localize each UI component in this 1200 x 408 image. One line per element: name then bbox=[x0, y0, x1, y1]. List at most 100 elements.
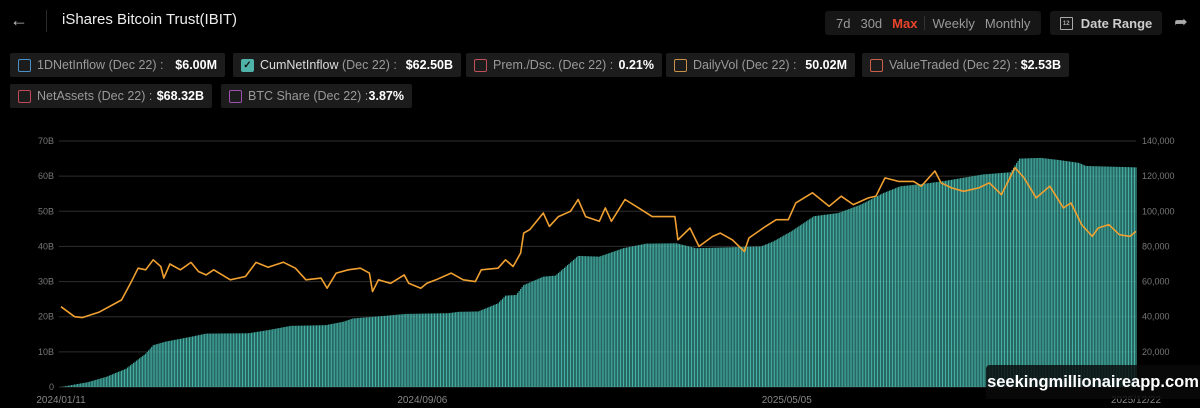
cum-inflow-bar bbox=[550, 275, 552, 387]
cum-inflow-bar bbox=[331, 323, 333, 387]
checkbox-icon[interactable] bbox=[674, 58, 687, 72]
cum-inflow-bar bbox=[975, 175, 977, 387]
cum-inflow-bar bbox=[294, 325, 296, 387]
cum-inflow-bar bbox=[486, 307, 488, 387]
cum-inflow-bar bbox=[976, 175, 978, 387]
metric-chip-cumnetinflow[interactable]: ✓ CumNetInflow (Dec 22) : $62.50B bbox=[233, 53, 461, 77]
cum-inflow-bar bbox=[896, 187, 898, 387]
cum-inflow-bar bbox=[754, 246, 756, 387]
back-button[interactable]: ← bbox=[8, 8, 30, 32]
cum-inflow-bar bbox=[93, 380, 95, 387]
cum-inflow-bar bbox=[659, 243, 661, 387]
cum-inflow-bar bbox=[660, 243, 662, 387]
cum-inflow-bar bbox=[341, 321, 343, 387]
cum-inflow-bar bbox=[677, 243, 679, 387]
cum-inflow-bar bbox=[598, 256, 600, 387]
cum-inflow-bar bbox=[586, 256, 588, 387]
left-axis-tick: 50B bbox=[38, 206, 54, 216]
checkbox-icon[interactable] bbox=[18, 89, 31, 103]
cum-inflow-bar bbox=[931, 182, 933, 387]
cum-inflow-bar bbox=[72, 384, 74, 387]
cum-inflow-bar bbox=[1044, 158, 1046, 387]
metric-chip-netassets[interactable]: NetAssets (Dec 22) : $68.32B bbox=[10, 84, 212, 108]
cum-inflow-bar bbox=[284, 326, 286, 387]
cum-inflow-bar bbox=[125, 368, 127, 387]
checkbox-icon[interactable] bbox=[229, 89, 242, 103]
x-axis-tick: 2024/09/06 bbox=[397, 395, 447, 406]
checkbox-icon[interactable] bbox=[18, 58, 31, 72]
cum-inflow-bar bbox=[638, 245, 640, 387]
checkbox-icon[interactable] bbox=[474, 58, 487, 72]
cum-inflow-bar bbox=[520, 289, 522, 387]
metric-chip-dailyvol[interactable]: DailyVol (Dec 22) : 50.02M bbox=[666, 53, 855, 77]
cum-inflow-bar bbox=[244, 333, 247, 387]
cum-inflow-bar bbox=[287, 326, 289, 387]
cum-inflow-bar bbox=[421, 313, 423, 387]
cum-inflow-bar bbox=[201, 334, 203, 387]
range-weekly[interactable]: Weekly bbox=[932, 15, 975, 31]
cum-inflow-bar bbox=[973, 175, 975, 387]
cum-inflow-bar bbox=[622, 248, 624, 387]
cum-inflow-bar bbox=[898, 186, 900, 387]
cum-inflow-bar bbox=[1023, 158, 1025, 387]
cum-inflow-bar bbox=[852, 207, 854, 387]
cum-inflow-bar bbox=[388, 315, 390, 387]
range-7d[interactable]: 7d bbox=[836, 15, 851, 31]
cum-inflow-bar bbox=[95, 379, 97, 387]
cum-inflow-bar bbox=[98, 379, 100, 387]
cum-inflow-bar bbox=[1017, 160, 1019, 387]
cum-inflow-bar bbox=[526, 283, 528, 387]
cum-inflow-bar bbox=[551, 275, 553, 387]
metric-date: (Dec 22) : bbox=[97, 89, 153, 103]
range-max[interactable]: Max bbox=[892, 15, 918, 31]
cum-inflow-bar bbox=[435, 313, 437, 387]
cum-inflow-bar bbox=[1118, 166, 1120, 387]
cum-inflow-bar bbox=[940, 181, 942, 387]
cum-inflow-bar bbox=[724, 247, 726, 387]
cum-inflow-bar bbox=[671, 243, 673, 387]
date-range-button[interactable]: 12 Date Range bbox=[1050, 11, 1162, 35]
cum-inflow-bar bbox=[1126, 167, 1128, 387]
metric-chip-1dnetinflow[interactable]: 1DNetInflow (Dec 22) : $6.00M bbox=[10, 53, 225, 77]
cum-inflow-bar bbox=[541, 277, 543, 387]
cum-inflow-bar bbox=[580, 256, 582, 387]
metric-chip-valuetraded[interactable]: ValueTraded (Dec 22) : $2.53B bbox=[862, 53, 1069, 77]
range-separator bbox=[924, 16, 926, 30]
share-button[interactable]: ➦ bbox=[1170, 11, 1192, 35]
metric-chip-prem-dsc-[interactable]: Prem./Dsc. (Dec 22) : 0.21% bbox=[466, 53, 662, 77]
cum-inflow-bar bbox=[604, 254, 606, 387]
range-monthly[interactable]: Monthly bbox=[984, 15, 1031, 31]
range-30d[interactable]: 30d bbox=[860, 15, 883, 31]
cum-inflow-bar bbox=[987, 174, 989, 387]
checkbox-checked-icon[interactable]: ✓ bbox=[241, 58, 254, 72]
cum-inflow-bar bbox=[719, 247, 721, 387]
cum-inflow-bar bbox=[1012, 167, 1015, 387]
cum-inflow-bar bbox=[269, 329, 271, 387]
cum-inflow-bar bbox=[396, 314, 398, 387]
cum-inflow-bar bbox=[890, 189, 892, 387]
cum-inflow-bar bbox=[69, 385, 71, 387]
metric-value: 3.87% bbox=[368, 89, 404, 103]
metric-label: ValueTraded bbox=[889, 58, 960, 72]
cum-inflow-bar bbox=[1090, 166, 1092, 387]
cum-inflow-bar bbox=[161, 342, 163, 387]
cum-inflow-bar bbox=[843, 210, 845, 387]
cum-inflow-bar bbox=[1068, 161, 1071, 387]
cum-inflow-bar bbox=[656, 243, 658, 387]
cum-inflow-bar bbox=[787, 233, 789, 387]
checkbox-icon[interactable] bbox=[870, 58, 883, 72]
btc-price-line bbox=[60, 166, 1137, 319]
cum-inflow-bar bbox=[904, 185, 906, 387]
cum-inflow-bar bbox=[309, 325, 312, 387]
cum-inflow-bar bbox=[1133, 167, 1136, 387]
cum-inflow-bar bbox=[379, 316, 381, 387]
cum-inflow-bar bbox=[406, 313, 408, 387]
cum-inflow-bar bbox=[216, 333, 218, 387]
x-axis-tick: 2025/12/22 bbox=[1111, 395, 1161, 406]
cum-inflow-bar bbox=[234, 333, 236, 387]
cum-inflow-bar bbox=[662, 243, 664, 387]
metric-chip-btc-share[interactable]: BTC Share (Dec 22) :3.87% bbox=[221, 84, 412, 108]
cum-inflow-bar bbox=[179, 338, 181, 387]
cum-inflow-bar bbox=[270, 329, 272, 387]
